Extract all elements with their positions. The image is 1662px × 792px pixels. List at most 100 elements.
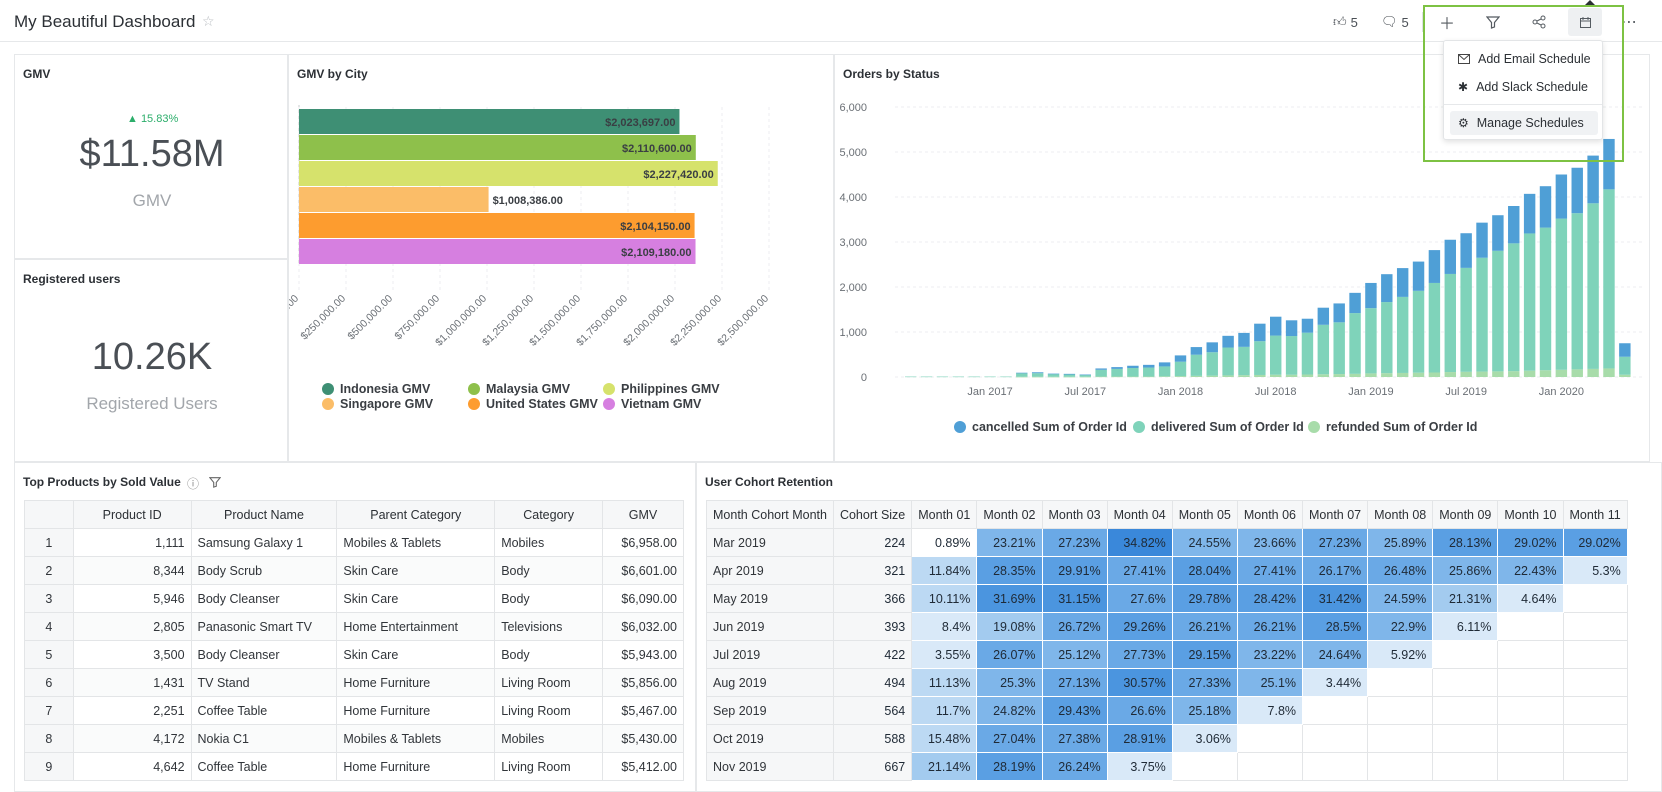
bar-segment[interactable] [1016,372,1028,374]
bar-segment[interactable] [1158,366,1171,377]
bar-segment[interactable] [1523,233,1536,371]
bar-segment[interactable] [1285,320,1298,337]
bar-segment[interactable] [1206,375,1218,377]
bar-segment[interactable] [1238,332,1250,347]
bar-segment[interactable] [1016,373,1028,377]
bar-segment[interactable] [1349,373,1361,377]
bar-segment[interactable] [1333,322,1345,375]
bar-segment[interactable] [1031,376,1044,378]
table-row[interactable]: 2 8,344 Body Scrub Skin Care Body $6,601.00 [24,556,684,585]
bar-segment[interactable] [1063,374,1076,377]
bar-segment[interactable] [1254,374,1266,377]
bar-segment[interactable] [1412,290,1425,373]
bar-segment[interactable] [1396,268,1409,297]
info-icon[interactable]: ⓘ [187,477,200,491]
table-row[interactable]: May 2019 366 10.11% 31.69% 31.15% 27.6% 29.78%… [706,584,1628,613]
bar-segment[interactable] [1460,267,1472,372]
bar-segment[interactable] [1270,374,1282,377]
column-header[interactable]: Month 02 [976,500,1043,529]
column-header[interactable]: Month 09 [1432,500,1499,529]
bar-segment[interactable] [1603,138,1615,190]
bar-segment[interactable] [1063,373,1076,375]
bar-segment[interactable] [1333,374,1345,377]
bar-segment[interactable] [1555,174,1568,219]
legend-item[interactable]: Vietnam GMV [603,397,701,411]
table-row[interactable]: 3 5,946 Body Cleanser Skin Care Body $6,090.0… [24,584,684,613]
bar-segment[interactable] [1222,347,1234,376]
bar-segment[interactable] [1587,203,1599,369]
bar-segment[interactable] [1492,250,1504,372]
bar[interactable] [299,109,680,134]
bar-segment[interactable] [1381,373,1393,377]
bar-segment[interactable] [1206,342,1218,353]
bar-segment[interactable] [1603,189,1615,369]
bar-segment[interactable] [1254,341,1266,375]
bar-segment[interactable] [1079,376,1091,378]
bar-segment[interactable] [1190,347,1203,355]
bar-segment[interactable] [1254,323,1266,342]
table-row[interactable]: Jul 2019 422 3.55% 26.07% 25.12% 27.73% 29.15%… [706,640,1628,669]
bar-segment[interactable] [1127,365,1139,368]
bar-segment[interactable] [1492,215,1504,251]
bar-segment[interactable] [920,376,933,378]
bar-segment[interactable] [1571,369,1583,377]
bar-segment[interactable] [1031,372,1044,374]
column-header[interactable]: Month Cohort Month [706,500,834,529]
bar-segment[interactable] [1190,354,1203,376]
column-header[interactable]: Month 10 [1497,500,1564,529]
column-header[interactable]: Parent Category [336,500,496,529]
bar[interactable] [299,135,696,160]
bar-segment[interactable] [1270,316,1282,336]
bar-segment[interactable] [1444,273,1456,373]
bar-segment[interactable] [1412,261,1425,291]
bar[interactable] [299,213,695,238]
bar-segment[interactable] [1063,376,1076,378]
bar-segment[interactable] [1317,374,1330,377]
bar-segment[interactable] [1555,218,1568,370]
bar-segment[interactable] [1174,376,1187,377]
manage-schedules-item[interactable]: ⚙ Manage Schedules [1450,111,1598,135]
table-row[interactable]: 6 1,431 TV Stand Home Furniture Living Room $… [24,668,684,697]
filter-icon[interactable] [209,476,221,488]
bar-segment[interactable] [1079,374,1091,377]
bar-segment[interactable] [1174,361,1187,377]
bar-segment[interactable] [1349,313,1361,374]
bar-segment[interactable] [1396,372,1409,377]
bar-segment[interactable] [1460,233,1472,268]
bar-segment[interactable] [1158,376,1171,377]
column-header[interactable]: Month 07 [1302,500,1369,529]
add-email-schedule-item[interactable]: Add Email Schedule [1450,47,1598,71]
table-row[interactable]: Oct 2019 588 15.48% 27.04% 27.38% 28.91% 3.06% [706,724,1628,753]
bar-segment[interactable] [1095,369,1107,377]
add-slack-schedule-item[interactable]: ✱ Add Slack Schedule [1450,75,1598,99]
legend-item[interactable]: delivered Sum of Order Id [1133,420,1304,434]
bar-segment[interactable] [1428,372,1441,378]
bar-segment[interactable] [1174,355,1187,362]
bar-segment[interactable] [1428,282,1441,373]
bar-segment[interactable] [1238,346,1250,376]
legend-item[interactable]: Singapore GMV [322,397,433,411]
bar-segment[interactable] [1571,167,1583,214]
bar-segment[interactable] [1301,318,1314,333]
bar-segment[interactable] [1190,375,1203,377]
bar-segment[interactable] [1381,274,1393,303]
bar-segment[interactable] [1285,336,1298,375]
table-row[interactable]: Aug 2019 494 11.13% 25.3% 27.13% 30.57% 27.33%… [706,668,1628,697]
bar-segment[interactable] [1127,376,1139,378]
bar-segment[interactable] [1143,367,1155,377]
bar-segment[interactable] [1222,335,1234,348]
bar-segment[interactable] [1508,206,1520,244]
bar-segment[interactable] [1111,368,1123,377]
column-header[interactable]: GMV [602,500,684,529]
bar-segment[interactable] [1047,373,1060,375]
bar[interactable] [299,239,696,264]
bar-segment[interactable] [1222,375,1234,377]
bar-segment[interactable] [1047,374,1060,377]
more-button[interactable]: ⋯ [1614,8,1644,36]
bar-segment[interactable] [1476,257,1488,372]
star-icon[interactable]: ☆ [202,13,215,29]
legend-item[interactable]: Malaysia GMV [468,382,570,396]
bar-segment[interactable] [1619,356,1631,375]
bar-segment[interactable] [1349,292,1361,314]
bar-segment[interactable] [1365,308,1377,374]
